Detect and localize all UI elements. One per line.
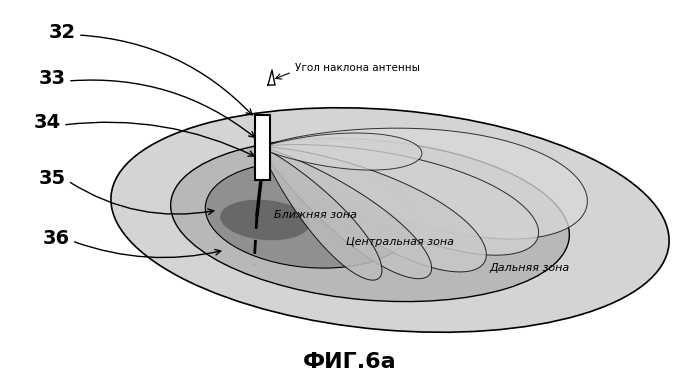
Polygon shape bbox=[262, 148, 382, 280]
Text: Ближняя зона: Ближняя зона bbox=[273, 210, 356, 220]
Text: 34: 34 bbox=[34, 113, 61, 131]
Text: 32: 32 bbox=[48, 23, 75, 41]
Text: Центральная зона: Центральная зона bbox=[346, 237, 454, 247]
Bar bbox=[255, 115, 270, 180]
Ellipse shape bbox=[111, 108, 669, 332]
Text: 33: 33 bbox=[38, 68, 66, 88]
Polygon shape bbox=[262, 133, 422, 170]
Text: 35: 35 bbox=[38, 169, 66, 187]
Ellipse shape bbox=[171, 138, 570, 301]
Text: 36: 36 bbox=[43, 228, 70, 248]
Text: Дальняя зона: Дальняя зона bbox=[490, 263, 570, 273]
Text: ФИГ.6а: ФИГ.6а bbox=[303, 352, 397, 372]
Polygon shape bbox=[262, 147, 487, 272]
Polygon shape bbox=[262, 128, 587, 239]
Ellipse shape bbox=[220, 200, 310, 240]
Ellipse shape bbox=[206, 162, 415, 268]
Text: Угол наклона антенны: Угол наклона антенны bbox=[295, 63, 420, 73]
Polygon shape bbox=[262, 144, 539, 255]
Polygon shape bbox=[262, 148, 431, 279]
